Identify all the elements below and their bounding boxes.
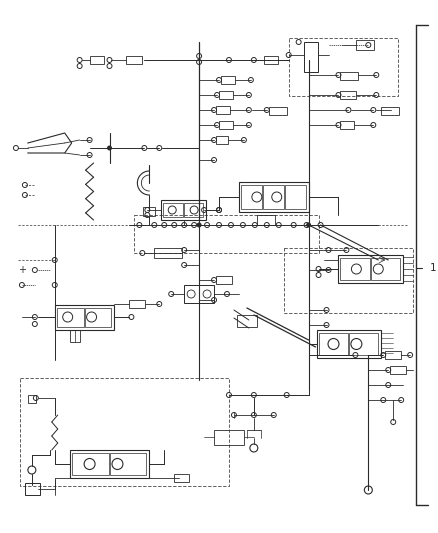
- Bar: [55, 305, 114, 330]
- Bar: [70, 450, 149, 478]
- Bar: [285, 185, 306, 209]
- Bar: [241, 185, 262, 209]
- Bar: [304, 42, 318, 72]
- Text: 1: 1: [430, 263, 437, 273]
- Bar: [340, 91, 357, 99]
- Bar: [340, 72, 358, 80]
- Bar: [174, 474, 189, 482]
- Bar: [28, 395, 36, 403]
- Bar: [263, 185, 284, 209]
- Bar: [219, 91, 233, 99]
- Bar: [214, 430, 244, 445]
- Bar: [127, 56, 142, 64]
- Bar: [221, 76, 235, 84]
- Bar: [219, 121, 233, 129]
- Bar: [381, 107, 399, 115]
- Bar: [184, 285, 214, 303]
- Bar: [57, 308, 84, 327]
- Circle shape: [108, 146, 111, 150]
- Bar: [143, 207, 155, 216]
- Bar: [289, 38, 398, 96]
- Bar: [317, 330, 381, 358]
- Bar: [269, 107, 287, 115]
- Bar: [216, 136, 228, 144]
- Bar: [25, 483, 40, 495]
- Bar: [134, 215, 318, 253]
- Bar: [318, 333, 348, 355]
- Circle shape: [307, 223, 311, 227]
- Bar: [339, 255, 403, 283]
- Bar: [20, 378, 229, 486]
- Bar: [110, 453, 146, 475]
- Bar: [357, 40, 374, 50]
- Circle shape: [197, 223, 201, 227]
- Bar: [284, 248, 413, 313]
- Bar: [129, 300, 145, 308]
- Bar: [239, 182, 309, 212]
- Bar: [371, 258, 400, 280]
- Bar: [257, 215, 275, 225]
- Text: +: +: [18, 265, 26, 275]
- Bar: [390, 366, 406, 374]
- Bar: [85, 308, 112, 327]
- Bar: [216, 276, 232, 284]
- Bar: [90, 56, 103, 64]
- Bar: [385, 351, 401, 359]
- Bar: [349, 333, 378, 355]
- Bar: [154, 248, 182, 258]
- Bar: [264, 56, 278, 64]
- Bar: [163, 203, 183, 217]
- Bar: [184, 203, 203, 217]
- Bar: [340, 121, 354, 129]
- Bar: [237, 315, 257, 327]
- Bar: [70, 330, 80, 342]
- Bar: [216, 106, 230, 114]
- Bar: [72, 453, 109, 475]
- Bar: [340, 258, 370, 280]
- Bar: [161, 200, 206, 220]
